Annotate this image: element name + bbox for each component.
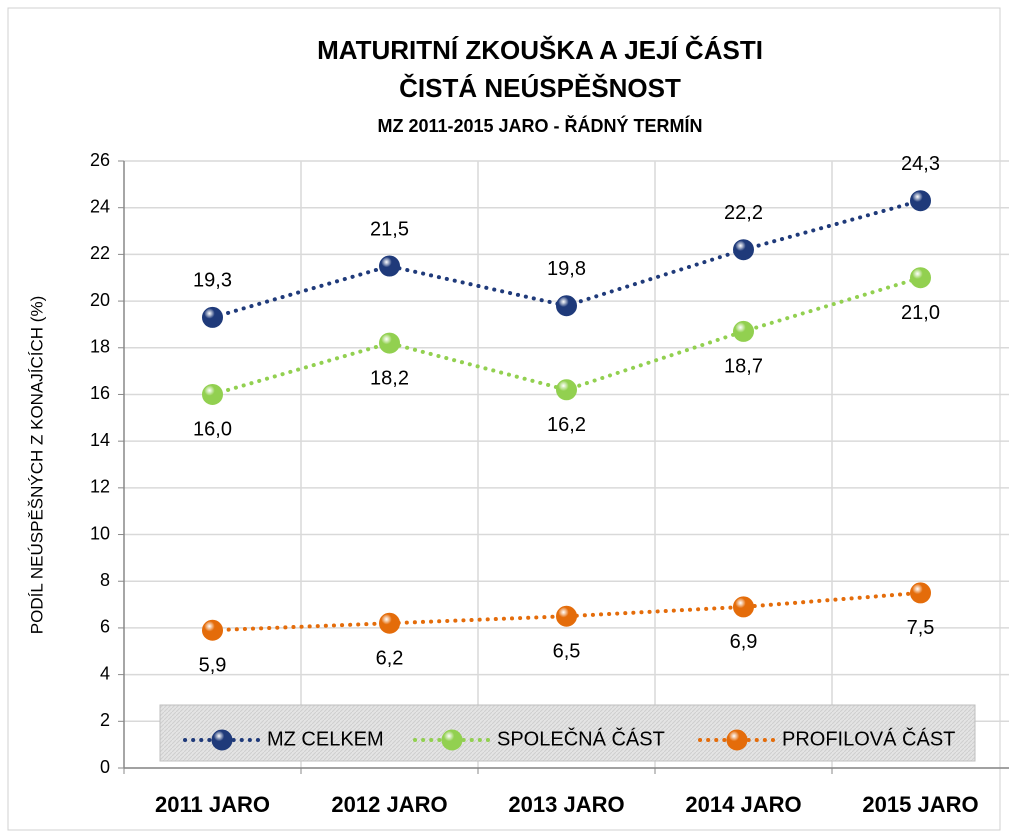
y-tick-label: 10 [90,523,110,543]
marker [202,383,223,405]
data-label: 22,2 [724,202,763,224]
marker [733,239,754,261]
chart-subtitle: MZ 2011-2015 JARO - ŘÁDNÝ TERMÍN [377,115,702,136]
marker [379,612,400,634]
data-label: 5,9 [199,655,227,677]
x-tick-label: 2013 JARO [508,792,624,817]
marker [202,619,223,641]
y-tick-label: 14 [90,430,110,450]
data-label: 19,3 [193,270,232,292]
marker [556,605,577,627]
chart-title: MATURITNÍ ZKOUŠKA A JEJÍ ČÁSTI [317,35,763,65]
y-tick-label: 6 [100,617,110,637]
data-label: 21,5 [370,218,409,240]
y-tick-label: 16 [90,383,110,403]
x-tick-label: 2011 JARO [155,792,270,817]
y-tick-label: 8 [100,570,110,590]
series-line [210,275,923,397]
x-tick-label: 2015 JARO [862,792,978,817]
marker [379,332,400,354]
y-tick-label: 0 [100,757,110,777]
legend-label: SPOLEČNÁ ČÁST [497,727,665,750]
y-tick-label: 18 [90,337,110,357]
y-tick-label: 12 [90,477,110,497]
y-tick-label: 22 [90,243,110,263]
marker [910,582,931,604]
y-tick-label: 20 [90,290,110,310]
y-tick-label: 2 [100,710,110,730]
y-tick-label: 4 [100,663,110,683]
marker [202,306,223,328]
data-label: 21,0 [901,302,940,324]
series-line [210,590,923,633]
data-label: 6,2 [376,648,404,670]
marker [733,320,754,342]
chart-title: ČISTÁ NEÚSPĚŠNOST [399,73,681,103]
marker [910,267,931,289]
marker [379,255,400,277]
marker [733,596,754,618]
legend-label: PROFILOVÁ ČÁST [782,727,955,750]
marker [556,295,577,317]
data-label: 7,5 [907,617,935,639]
marker [441,729,463,751]
data-label: 6,9 [730,631,758,653]
x-tick-label: 2014 JARO [685,792,801,817]
legend-label: MZ CELKEM [267,728,384,750]
x-tick-label: 2012 JARO [331,792,447,817]
data-label: 24,3 [901,153,940,175]
marker [211,729,233,751]
y-tick-label: 26 [90,150,110,170]
chart-frame [7,7,1001,831]
marker [726,729,748,751]
y-axis-label: PODÍL NEÚSPĚŠNÝCH Z KONAJÍCÍCH (%) [27,296,46,634]
legend-box [159,704,976,762]
data-label: 18,2 [370,367,409,389]
data-label: 18,7 [724,356,763,378]
marker [556,379,577,401]
data-label: 6,5 [553,641,581,663]
data-label: 19,8 [547,258,586,280]
data-label: 16,0 [193,419,232,441]
y-tick-label: 24 [90,196,110,216]
marker [910,190,931,212]
data-label: 16,2 [547,414,586,436]
